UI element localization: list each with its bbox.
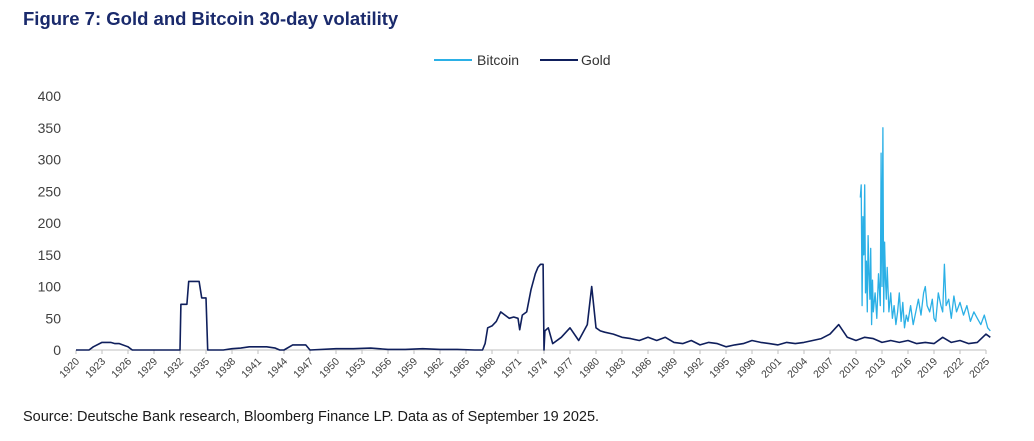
x-tick-label: 1950 bbox=[317, 356, 342, 381]
x-tick-label: 1995 bbox=[707, 356, 732, 381]
source-note: Source: Deutsche Bank research, Bloomber… bbox=[23, 409, 600, 425]
x-tick-label: 1992 bbox=[681, 356, 706, 381]
x-tick-label: 1956 bbox=[369, 356, 394, 381]
y-tick-label: 300 bbox=[38, 152, 62, 168]
x-tick-label: 1926 bbox=[109, 356, 134, 381]
x-axis: 1920 1923 1926 1929 1932 1935 1938 1941 1944 1947… bbox=[57, 349, 992, 381]
x-tick-label: 1998 bbox=[733, 356, 758, 381]
legend: Bitcoin Gold bbox=[434, 52, 611, 68]
y-tick-label: 350 bbox=[38, 120, 62, 136]
x-tick-label: 2019 bbox=[915, 356, 940, 381]
y-tick-label: 0 bbox=[53, 342, 61, 358]
x-tick-label: 2010 bbox=[837, 356, 862, 381]
x-tick-label: 2016 bbox=[889, 356, 914, 381]
y-tick-label: 100 bbox=[38, 279, 62, 295]
x-tick-label: 1977 bbox=[551, 356, 576, 381]
x-tick-label: 1971 bbox=[499, 356, 524, 381]
x-tick-label: 1938 bbox=[213, 356, 238, 381]
y-axis: 0 50 100 150 200 250 300 350 400 bbox=[38, 88, 62, 358]
x-tick-label: 1989 bbox=[655, 356, 680, 381]
y-tick-label: 200 bbox=[38, 215, 62, 231]
x-tick-label: 1974 bbox=[525, 356, 550, 381]
x-tick-label: 1965 bbox=[447, 356, 472, 381]
x-tick-label: 1953 bbox=[343, 356, 368, 381]
x-tick-label: 1935 bbox=[187, 356, 212, 381]
x-tick-label: 1968 bbox=[473, 356, 498, 381]
x-tick-label: 1959 bbox=[395, 356, 420, 381]
x-tick-label: 1920 bbox=[57, 356, 82, 381]
y-tick-label: 50 bbox=[45, 310, 61, 326]
x-tick-label: 2022 bbox=[941, 356, 966, 381]
chart-title: Figure 7: Gold and Bitcoin 30-day volati… bbox=[23, 8, 399, 29]
x-tick-label: 2007 bbox=[811, 356, 836, 381]
x-tick-label: 2025 bbox=[967, 356, 992, 381]
x-tick-label: 1980 bbox=[577, 356, 602, 381]
x-tick-label: 1947 bbox=[291, 356, 316, 381]
x-tick-label: 1941 bbox=[239, 356, 264, 381]
x-tick-label: 1929 bbox=[135, 356, 160, 381]
y-tick-label: 150 bbox=[38, 247, 62, 263]
series-line-bitcoin bbox=[859, 127, 991, 332]
series-line-gold bbox=[76, 263, 991, 351]
x-tick-label: 1983 bbox=[603, 356, 628, 381]
x-tick-label: 1986 bbox=[629, 356, 654, 381]
chart-area: Bitcoin Gold 0 50 100 150 200 250 300 350 400 192… bbox=[38, 52, 993, 381]
y-tick-label: 250 bbox=[38, 183, 62, 199]
plot-area bbox=[76, 127, 991, 351]
x-tick-label: 1932 bbox=[161, 356, 186, 381]
x-tick-label: 1923 bbox=[83, 356, 108, 381]
x-tick-label: 1944 bbox=[265, 356, 290, 381]
y-tick-label: 400 bbox=[38, 88, 62, 104]
x-tick-label: 1962 bbox=[421, 356, 446, 381]
x-tick-label: 2001 bbox=[759, 356, 784, 381]
legend-label-gold: Gold bbox=[581, 52, 611, 68]
x-tick-label: 2013 bbox=[863, 356, 888, 381]
legend-label-bitcoin: Bitcoin bbox=[477, 52, 519, 68]
x-tick-label: 2004 bbox=[785, 356, 810, 381]
